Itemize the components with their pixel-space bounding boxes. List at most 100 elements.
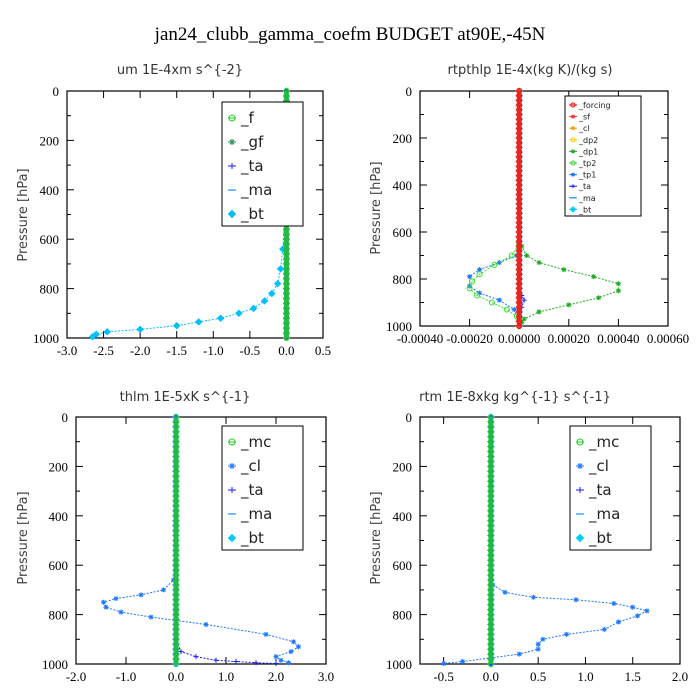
data-point: [273, 661, 279, 667]
legend-label: _bt: [240, 205, 264, 224]
legend-item: _forcing: [569, 101, 611, 110]
data-point: [615, 281, 621, 287]
data-point: [573, 597, 579, 603]
y-axis-label: Pressure [hPa]: [369, 491, 384, 584]
x-tick-label: 0.0: [278, 343, 294, 358]
data-point: [508, 252, 515, 259]
legend-label: _forcing: [578, 101, 611, 110]
x-tick-label: 0.00040: [597, 331, 639, 346]
legend-label: _ta: [240, 481, 264, 500]
data-point: [496, 297, 502, 303]
legend-item: _cl: [569, 124, 590, 133]
data-point: [113, 596, 119, 602]
x-tick-label: -1.5: [166, 343, 187, 358]
legend-item: _ta: [228, 157, 264, 176]
data-point: [260, 297, 269, 305]
data-point: [611, 600, 617, 606]
legend-item: _ta: [228, 481, 264, 500]
y-axis-label: Pressure [hPa]: [369, 161, 384, 254]
data-point: [267, 289, 276, 298]
y-tick-label: 1000: [42, 657, 68, 672]
legend-label: _ta: [578, 182, 591, 191]
legend-item: _mc: [228, 433, 271, 452]
legend-marker: [571, 114, 575, 119]
y-tick-label: 0: [406, 84, 413, 99]
legend-item: _tp2: [569, 159, 596, 168]
data-point: [561, 267, 567, 273]
data-point: [477, 290, 483, 296]
data-point: [535, 641, 541, 647]
x-tick-label: 3.0: [318, 669, 334, 684]
x-tick-label: -0.00020: [446, 331, 493, 346]
x-tick-label: 2.0: [672, 669, 688, 684]
legend: _mc _cl _ta _ma _bt: [221, 425, 304, 551]
legend-label: _ta: [240, 157, 264, 176]
legend-marker: [227, 209, 237, 219]
legend-item: _ma: [228, 181, 272, 200]
panel-title: rtpthlp 1E-4x(kg K)/(kg s): [448, 63, 613, 78]
data-point: [216, 314, 225, 323]
legend-label: _ma: [240, 505, 272, 524]
data-point: [477, 267, 483, 273]
legend-item: _bt: [575, 529, 612, 548]
data-point: [516, 651, 522, 657]
x-tick-label: 1.0: [218, 669, 234, 684]
legend-item: _bt: [227, 205, 264, 224]
y-tick-label: 200: [40, 133, 60, 148]
legend-marker: [571, 126, 575, 131]
data-point: [634, 613, 640, 619]
legend-label: _f: [240, 109, 255, 128]
x-tick-label: 0.00000: [498, 331, 540, 346]
legend-label: _bt: [588, 529, 612, 548]
legend-item: _cl: [228, 457, 261, 476]
figure-title: jan24_clubb_gamma_coefm BUDGET at90E,-45…: [154, 24, 546, 45]
legend-marker: [229, 163, 235, 169]
panel-title: thlm 1E-5xK s^{-1}: [120, 390, 251, 405]
legend-label: _ma: [588, 505, 620, 524]
data-point: [161, 587, 166, 593]
y-tick-label: 1000: [386, 657, 412, 672]
legend-item: _ta: [569, 182, 591, 191]
data-point: [536, 260, 542, 266]
y-tick-label: 600: [393, 225, 413, 240]
data-point: [467, 274, 473, 280]
y-tick-label: 200: [393, 131, 413, 146]
legend-label: _cl: [240, 457, 261, 476]
data-point: [291, 639, 296, 645]
legend-marker: [228, 114, 236, 122]
legend-label: _cl: [588, 457, 609, 476]
y-tick-label: 200: [49, 459, 69, 474]
legend-box: [221, 101, 304, 227]
data-point: [103, 604, 109, 610]
series-line-bt: [92, 90, 287, 338]
data-point: [296, 644, 301, 650]
x-tick-label: -0.00040: [397, 331, 444, 346]
legend-item: _dp2: [569, 136, 598, 145]
y-axis-label: Pressure [hPa]: [16, 168, 31, 261]
panel-title: rtm 1E-8xkg kg^{-1} s^{-1}: [419, 390, 611, 405]
legend-label: _gf: [240, 133, 264, 152]
data-point: [511, 307, 517, 313]
data-point: [566, 302, 572, 308]
legend-label: _ta: [588, 481, 612, 500]
legend-marker: [229, 139, 235, 145]
data-point: [278, 657, 284, 663]
legend-item: _sf: [569, 113, 590, 122]
y-tick-label: 1000: [33, 331, 59, 346]
y-tick-label: 800: [40, 282, 60, 297]
legend-marker: [571, 184, 575, 189]
legend-marker: [229, 463, 235, 469]
legend-label: _ma: [578, 194, 596, 203]
chart-panel-3: thlm 1E-5xK s^{-1} Pressure [hPa] 0 200 400 6…: [16, 390, 334, 684]
x-tick-label: 0.00020: [548, 331, 590, 346]
series-line-dp1: [518, 91, 619, 327]
y-tick-label: 800: [393, 272, 413, 287]
x-tick-label: 0.00060: [647, 331, 689, 346]
legend-item: _bt: [569, 205, 591, 214]
data-point: [491, 261, 498, 268]
data-point: [644, 608, 650, 614]
legend-item: _gf: [228, 133, 264, 152]
legend-marker: [570, 102, 576, 108]
data-point: [101, 599, 106, 605]
x-tick-label: 1.5: [625, 669, 641, 684]
